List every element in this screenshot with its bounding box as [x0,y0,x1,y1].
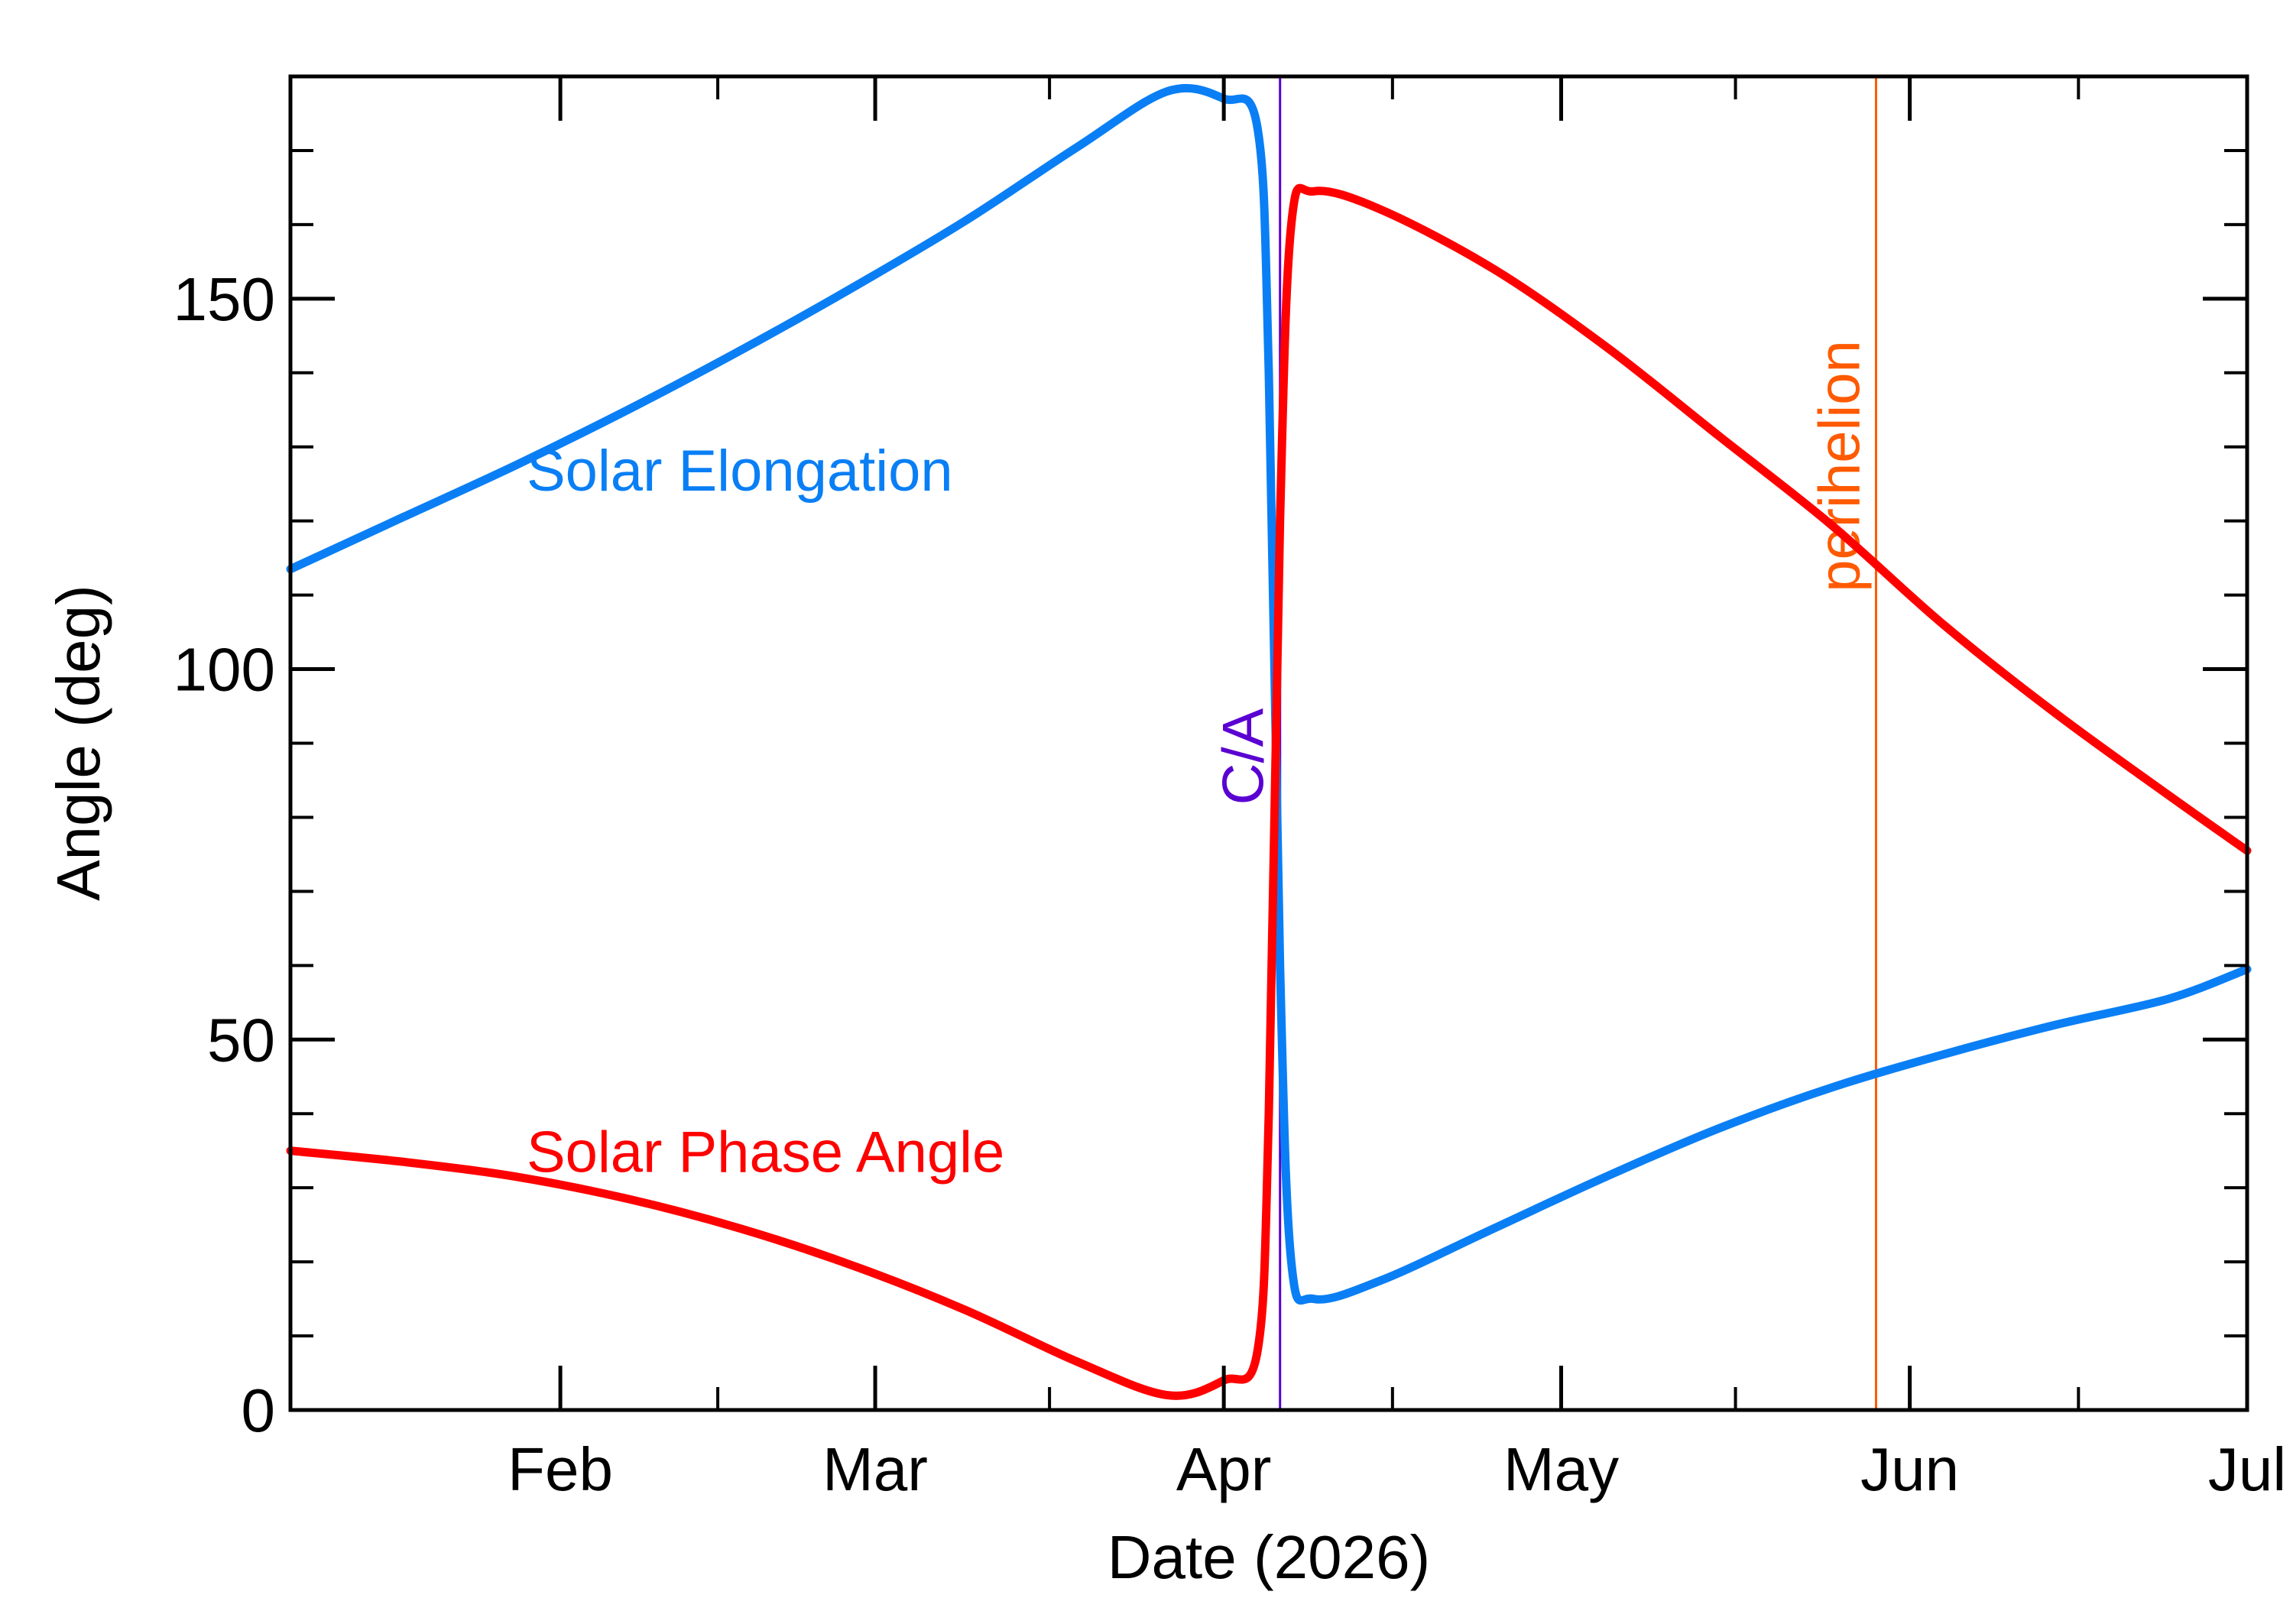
x-tick-label: Jul [2208,1435,2286,1503]
solar-elongation-label: Solar Elongation [527,439,953,504]
x-tick-label: Apr [1176,1435,1272,1503]
x-tick-label: May [1503,1435,1619,1503]
c-a-label: C/A [1211,708,1276,805]
y-tick-label: 0 [242,1376,276,1444]
x-tick-label: Feb [508,1435,613,1503]
tick-labels: Feb Mar Apr May Jun Jul 0 50 100 150 [174,265,2287,1503]
axis-ticks [290,76,2249,1410]
x-axis-label: Date (2026) [1108,1523,1430,1591]
y-tick-label: 150 [174,265,275,333]
series-labels: Solar Elongation Solar Phase Angle [527,439,1004,1185]
y-tick-label: 50 [207,1006,275,1074]
solar-phase-angle-label: Solar Phase Angle [527,1120,1004,1185]
x-tick-label: Jun [1860,1435,1959,1503]
plot-frame [288,74,2249,1412]
data-series [286,83,2252,1400]
solar-phase-angle-line [286,183,2252,1400]
x-tick-label: Mar [822,1435,928,1503]
y-tick-label: 100 [174,636,275,704]
y-axis-label: Angle (deg) [44,585,112,901]
